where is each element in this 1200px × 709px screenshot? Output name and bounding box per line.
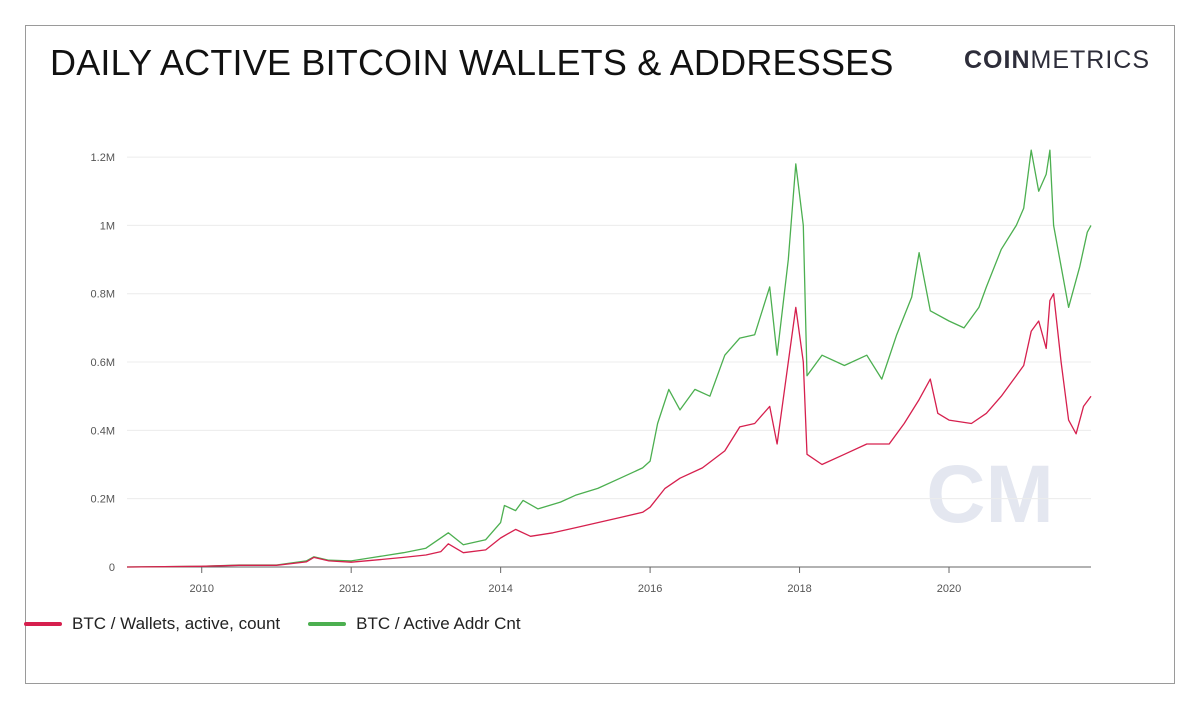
watermark-logo: CM [926, 449, 1054, 540]
y-tick-label: 0.6M [91, 357, 115, 369]
legend-swatch-wallets [24, 622, 62, 626]
legend-label-wallets: BTC / Wallets, active, count [72, 614, 281, 633]
y-tick-label: 1.2M [91, 152, 115, 164]
x-tick-label: 2010 [189, 583, 213, 595]
y-tick-label: 0.2M [91, 494, 115, 506]
x-tick-label: 2020 [937, 583, 961, 595]
y-tick-label: 0.4M [91, 425, 115, 437]
series-line-addresses [126, 149, 1092, 568]
legend-item-wallets[interactable]: BTC / Wallets, active, count [24, 614, 280, 634]
x-tick-label: 2014 [488, 583, 512, 595]
legend: BTC / Wallets, active, count BTC / Activ… [24, 614, 521, 634]
brand-logo-light: METRICS [1030, 46, 1150, 74]
legend-swatch-addresses [308, 622, 347, 626]
legend-item-addresses[interactable]: BTC / Active Addr Cnt [308, 614, 521, 634]
x-tick-label: 2016 [638, 583, 662, 595]
x-tick-label: 2018 [787, 583, 811, 595]
series-line-wallets [126, 293, 1092, 568]
legend-label-addresses: BTC / Active Addr Cnt [356, 614, 521, 633]
x-tick-label: 2012 [339, 583, 363, 595]
y-tick-label: 0 [109, 562, 115, 574]
brand-logo-bold: COIN [964, 46, 1031, 74]
y-tick-label: 0.8M [91, 289, 115, 301]
brand-logo: COINMETRICS [964, 46, 1150, 75]
y-tick-label: 1M [100, 220, 115, 232]
chart-frame: DAILY ACTIVE BITCOIN WALLETS & ADDRESSES… [25, 25, 1175, 684]
page-title: DAILY ACTIVE BITCOIN WALLETS & ADDRESSES [50, 42, 894, 83]
